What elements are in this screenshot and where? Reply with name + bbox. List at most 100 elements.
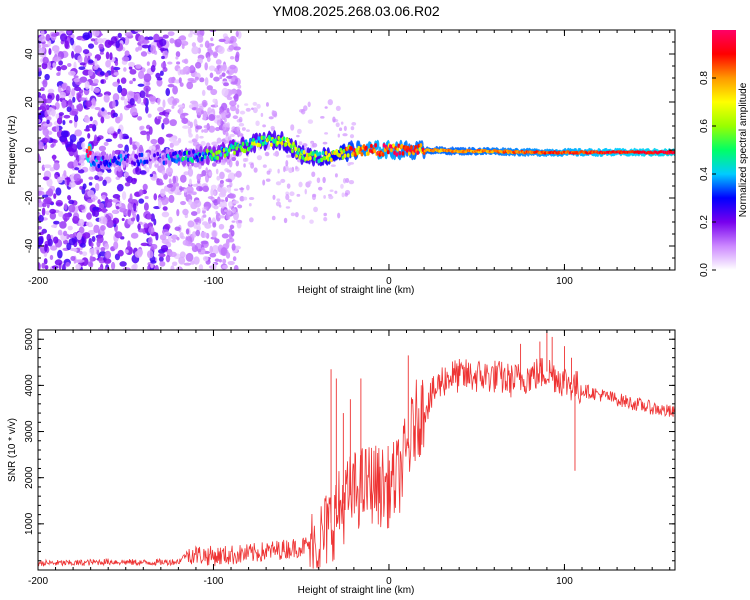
spectrogram-noise-dot xyxy=(228,201,234,208)
spectrogram-noise-dot xyxy=(159,234,167,241)
ridge-core xyxy=(161,155,165,160)
spectrogram-noise-dot xyxy=(290,124,295,131)
spectrogram-noise-dot xyxy=(76,231,82,241)
spectrogram-noise-dot xyxy=(120,96,125,101)
spectrogram-noise-dot xyxy=(174,226,181,231)
ridge-core xyxy=(214,155,217,160)
spectrogram-noise-dot xyxy=(121,56,130,62)
spectrogram-noise-dot xyxy=(119,261,127,267)
x-tick-label: 100 xyxy=(556,276,573,287)
spectrogram-noise-dot xyxy=(231,76,236,82)
spectrogram-noise-dot xyxy=(345,177,350,184)
spectrogram-noise-dot xyxy=(226,96,233,101)
spectrogram-noise-dot xyxy=(298,141,303,146)
spectrogram-noise-dot xyxy=(66,233,70,240)
x-tick-label: -200 xyxy=(28,576,48,587)
spectrogram-noise-dot xyxy=(157,97,161,105)
spectrogram-noise-dot xyxy=(337,133,340,138)
spectrogram-noise-dot xyxy=(200,249,206,254)
spectrogram-noise-dot xyxy=(334,190,338,194)
spectrogram-noise-dot xyxy=(206,56,211,63)
spectrogram-noise-dot xyxy=(235,170,242,178)
spectrogram-noise-dot xyxy=(140,125,145,130)
spectrogram-noise-dot xyxy=(169,38,175,44)
spectrogram-noise-dot xyxy=(332,116,336,123)
spectrogram-noise-dot xyxy=(145,81,151,86)
ridge-core xyxy=(241,141,245,146)
ridge-core xyxy=(156,151,160,157)
spectrogram-noise-dot xyxy=(63,170,67,177)
ridge-core xyxy=(139,159,143,164)
spectrogram-noise-dot xyxy=(209,72,214,79)
ridge-core xyxy=(381,152,385,157)
spectrogram-noise-dot xyxy=(301,214,306,220)
spectrogram-noise-dot xyxy=(246,129,250,132)
spectrogram-noise-dot xyxy=(167,61,173,65)
spectrogram-noise-dot xyxy=(238,122,245,127)
ridge-core xyxy=(416,150,420,155)
spectrogram-noise-dot xyxy=(199,43,204,48)
spectrogram-noise-dot xyxy=(183,262,192,266)
ridge-core xyxy=(298,155,302,160)
ridge-core xyxy=(294,146,298,152)
colorbar-gradient xyxy=(712,30,736,270)
spectrogram-noise-dot xyxy=(203,128,209,133)
spectrogram-noise-dot xyxy=(88,123,94,129)
ridge-core xyxy=(395,152,399,157)
spectrogram-noise-dot xyxy=(54,174,59,180)
spectrogram-noise-dot xyxy=(272,152,278,157)
spectrogram-noise-dot xyxy=(161,170,166,175)
spectrogram-noise-dot xyxy=(202,255,209,262)
ridge-halo xyxy=(348,149,352,159)
spectrogram-noise-dot xyxy=(61,83,67,90)
ridge-core xyxy=(340,150,344,155)
spectrogram-noise-dot xyxy=(73,78,80,83)
ridge-core xyxy=(248,138,252,143)
ridge-core xyxy=(306,156,310,162)
colorbar-label: Normalized spectral amplitude xyxy=(738,82,749,217)
ridge-core xyxy=(392,143,395,148)
spectrogram-noise-dot xyxy=(135,64,142,69)
spectrogram-noise-dot xyxy=(153,193,158,201)
spectrogram-noise-dot xyxy=(115,40,120,49)
spectrogram-noise-dot xyxy=(275,201,281,207)
ridge-core xyxy=(335,148,339,154)
spectrogram-noise-dot xyxy=(218,38,226,43)
spectrogram-noise-dot xyxy=(48,48,52,55)
spectrogram-noise-dot xyxy=(156,77,163,81)
spectrogram-noise-dot xyxy=(226,209,232,216)
spectrogram-noise-dot xyxy=(300,108,306,115)
spectrogram-noise-dot xyxy=(218,199,225,202)
spectrogram-noise-dot xyxy=(110,65,115,75)
spectrogram-noise-dot xyxy=(127,202,134,212)
spectrogram-noise-dot xyxy=(229,64,237,70)
spectrogram-noise-dot xyxy=(104,39,112,49)
ridge-core xyxy=(145,159,149,164)
spectrogram-noise-dot xyxy=(349,134,355,139)
spectrogram-noise-dot xyxy=(197,222,201,230)
spectrogram-noise-dot xyxy=(223,36,230,45)
spectrogram-noise-dot xyxy=(231,126,236,132)
ridge-core xyxy=(386,149,390,155)
spectrogram-noise-dot xyxy=(119,112,123,122)
spectrogram-noise-dot xyxy=(134,191,141,197)
spectrogram-noise-dot xyxy=(162,34,169,39)
spectrogram-noise-dot xyxy=(262,124,266,128)
spectrogram-noise-dot xyxy=(45,210,50,216)
ridge-core xyxy=(187,150,191,155)
spectrogram-noise-dot xyxy=(100,116,105,124)
ridge-core xyxy=(269,142,273,147)
spectrogram-noise-dot xyxy=(72,96,76,103)
spectrogram-noise-dot xyxy=(57,249,63,259)
spectrogram-noise-dot xyxy=(200,140,206,146)
spectrogram-noise-dot xyxy=(182,67,186,75)
ridge-core xyxy=(203,154,207,160)
spectrogram-noise-dot xyxy=(175,56,179,60)
spectrogram-noise-dot xyxy=(220,162,226,166)
spectrogram-noise-dot xyxy=(145,105,149,114)
spectrogram-noise-dot xyxy=(187,220,195,228)
spectrogram-noise-dot xyxy=(211,141,219,146)
spectrogram-noise-dot xyxy=(93,134,98,143)
spectrogram-noise-dot xyxy=(50,245,58,251)
spectrogram-noise-dot xyxy=(129,193,133,203)
